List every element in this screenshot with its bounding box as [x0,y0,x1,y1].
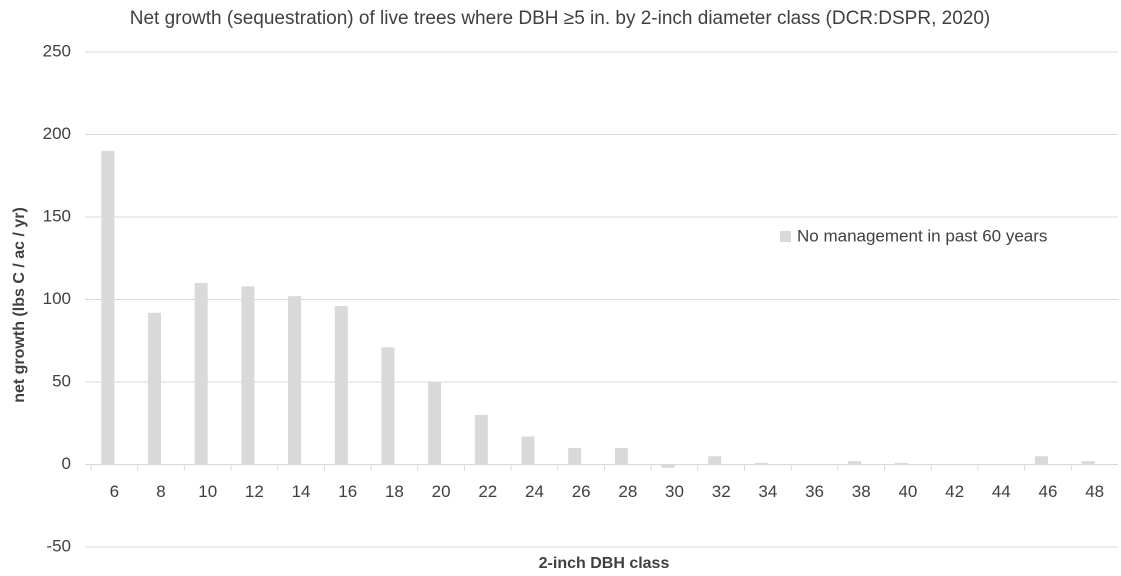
x-tick-label: 8 [156,482,165,501]
bar [941,464,955,465]
x-tick-label: 10 [198,482,217,501]
bar [848,461,862,465]
x-tick-label: 46 [1039,482,1058,501]
y-tick-label: 0 [62,454,71,473]
bar [474,415,488,465]
y-tick-label: 200 [43,124,71,143]
x-tick-label: 30 [665,482,684,501]
bar [568,448,582,465]
x-tick-label: 20 [432,482,451,501]
x-tick-label: 44 [992,482,1011,501]
y-tick-label: 150 [43,206,71,225]
x-tick-label: 28 [618,482,637,501]
bar [381,347,395,465]
bar [708,456,722,465]
x-tick-label: 38 [852,482,871,501]
x-axis-label: 2-inch DBH class [539,555,670,572]
x-tick-label: 16 [338,482,357,501]
x-tick-label: 40 [898,482,917,501]
x-tick-label: 42 [945,482,964,501]
chart-title: Net growth (sequestration) of live trees… [130,8,990,29]
bar [1034,456,1048,465]
bar [288,296,302,465]
x-tick-label: 32 [712,482,731,501]
bar [661,464,675,468]
y-tick-label: 50 [52,371,71,390]
x-tick-label: 12 [245,482,264,501]
bar [614,448,628,465]
y-axis-label: net growth (lbs C / ac / yr) [11,207,28,403]
bar [988,464,1002,465]
bar [148,312,162,465]
bar [101,151,115,465]
x-tick-label: 34 [758,482,777,501]
y-tick-label: 250 [43,41,71,60]
x-tick-label: 48 [1085,482,1104,501]
bar [801,464,815,465]
x-tick-label: 24 [525,482,544,501]
bar [1081,461,1095,465]
bar [754,462,768,465]
bar [428,382,442,465]
bar [241,286,255,465]
x-tick-label: 22 [478,482,497,501]
bar [894,462,908,465]
bar [521,436,535,465]
y-tick-label: -50 [46,536,71,555]
x-tick-label: 36 [805,482,824,501]
bar [334,306,348,465]
y-tick-label: 100 [43,289,71,308]
bar [194,283,208,465]
x-tick-label: 14 [292,482,311,501]
legend-label: No management in past 60 years [797,226,1047,245]
x-tick-label: 18 [385,482,404,501]
legend-swatch [780,231,791,242]
x-tick-label: 6 [110,482,119,501]
x-tick-label: 26 [572,482,591,501]
